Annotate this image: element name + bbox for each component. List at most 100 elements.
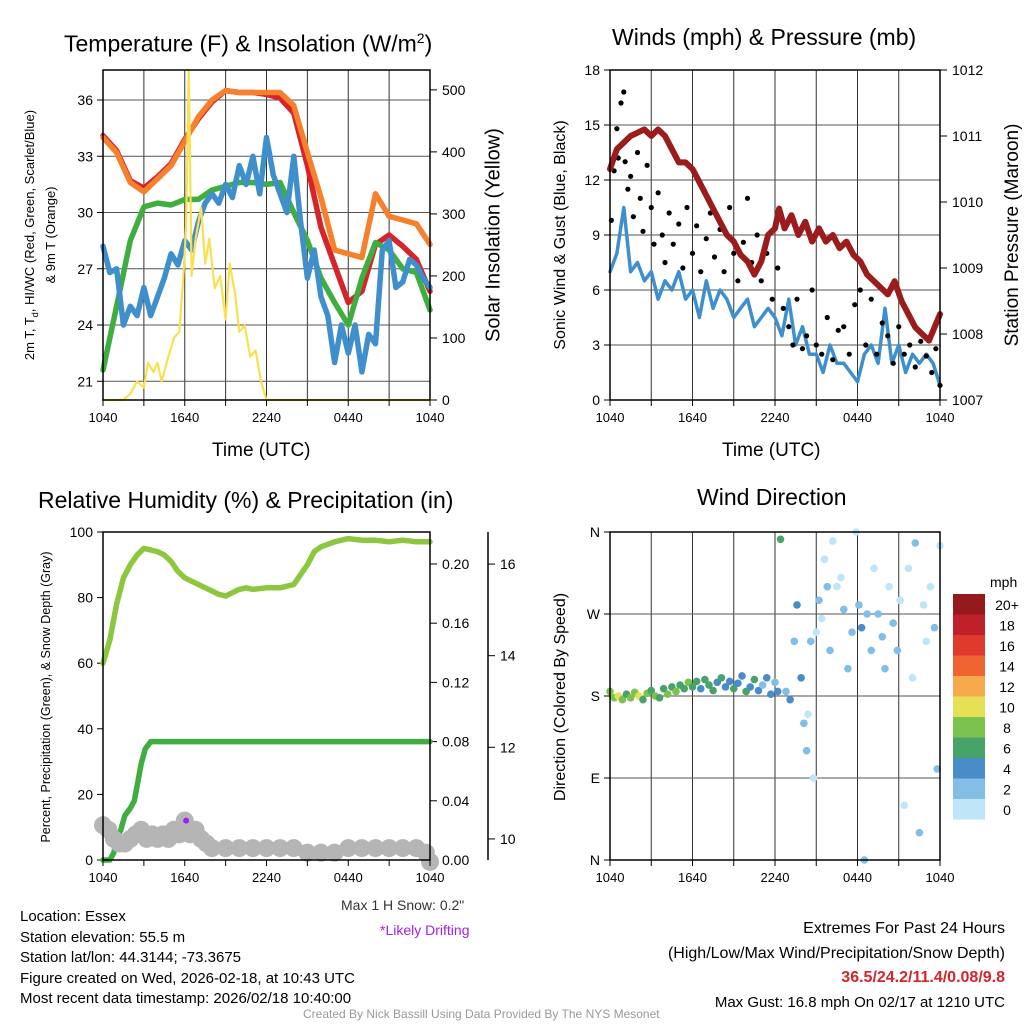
direction-point xyxy=(655,694,664,702)
direction-x-tick-label: 1040 xyxy=(596,870,625,885)
humidity-marker-snow xyxy=(339,839,358,858)
temperature-y2-tick-label: 0 xyxy=(442,392,450,408)
temperature-y2-tick-label: 400 xyxy=(442,144,466,160)
winds-marker-gust xyxy=(634,149,641,156)
humidity-y2-tick-label: 0.00 xyxy=(442,852,469,868)
direction-point xyxy=(771,678,779,687)
direction-y-tick-label: N xyxy=(590,852,600,868)
winds-y-tick-label: 3 xyxy=(592,337,600,353)
temperature-x-tick-label: 1040 xyxy=(416,410,445,425)
temperature-y-tick-label: 21 xyxy=(77,373,93,389)
humidity-y-tick-label: 100 xyxy=(70,524,94,540)
direction-point xyxy=(786,695,794,704)
winds-marker-gust xyxy=(929,369,935,376)
winds-y-tick-label: 18 xyxy=(584,62,600,78)
direction-point xyxy=(688,683,697,691)
direction-point xyxy=(692,677,701,686)
winds-y-tick-label: 12 xyxy=(584,172,600,188)
temperature-series-windchill xyxy=(100,134,433,375)
winds-ylabel-right: Station Pressure (Maroon) xyxy=(1002,123,1023,347)
legend-swatch xyxy=(953,799,985,820)
direction-point xyxy=(833,582,841,591)
legend-label: 2 xyxy=(1003,782,1011,798)
direction-point xyxy=(663,690,672,698)
humidity-marker-drift xyxy=(183,817,190,824)
direction-x-tick-label: 1640 xyxy=(678,870,707,885)
winds-marker-gust xyxy=(830,357,836,363)
direction-y-tick-label: S xyxy=(591,688,600,704)
humidity-y-tick-label: 60 xyxy=(77,655,93,671)
legend-label: 16 xyxy=(999,638,1015,654)
direction-point xyxy=(857,623,866,632)
temperature-title: Temperature (F) & Insolation (W/m2) xyxy=(64,30,433,57)
direction-ylabel-left: Direction (Colored By Speed) xyxy=(552,592,569,802)
winds-marker-gust xyxy=(727,204,733,211)
winds-marker-gust xyxy=(651,241,657,247)
winds-marker-gust xyxy=(648,204,654,211)
credit: Created By Nick Bassill Using Data Provi… xyxy=(303,1007,660,1021)
direction-point xyxy=(874,610,882,618)
winds-marker-gust xyxy=(614,126,620,132)
winds-marker-gust xyxy=(721,269,727,275)
direction-point xyxy=(893,646,902,655)
winds-marker-gust xyxy=(740,239,746,245)
humidity-x-tick-label: 2240 xyxy=(252,870,281,885)
winds-x-tick-label: 1040 xyxy=(926,410,955,425)
humidity-y2-tick-label: 0.20 xyxy=(442,556,469,572)
temperature-y2-tick-label: 300 xyxy=(442,206,466,222)
temperature-ylabel-right: Solar Insolation (Yellow) xyxy=(482,128,505,342)
winds-marker-gust xyxy=(662,259,668,266)
direction-point xyxy=(802,746,811,755)
humidity-marker-snow xyxy=(230,839,249,858)
direction-point xyxy=(696,684,705,693)
direction-point xyxy=(911,539,920,547)
direction-point xyxy=(867,646,876,655)
direction-point xyxy=(904,564,913,573)
winds-marker-gust xyxy=(659,232,665,238)
temperature-y-tick-label: 36 xyxy=(77,92,93,108)
humidity-x-tick-label: 1640 xyxy=(170,870,199,885)
humidity-y-tick-label: 20 xyxy=(77,786,93,802)
winds-x-tick-label: 1040 xyxy=(596,410,625,425)
direction-point xyxy=(933,765,942,773)
direction-point xyxy=(889,619,898,627)
direction-point xyxy=(659,684,668,693)
legend-swatch xyxy=(953,696,985,717)
direction-point xyxy=(793,601,801,609)
direction-point xyxy=(806,637,815,646)
direction-point xyxy=(839,605,848,614)
direction-point xyxy=(815,596,823,605)
winds-marker-gust xyxy=(868,296,874,302)
legend-label: 10 xyxy=(999,700,1015,716)
direction-point xyxy=(922,637,931,646)
winds-marker-gust xyxy=(754,232,760,238)
winds-y2-tick-label: 1008 xyxy=(952,326,983,342)
humidity-snow-y2-tick-label: 12 xyxy=(500,739,516,755)
temperature-series-dewpoint xyxy=(100,179,433,373)
winds-marker-gust xyxy=(918,338,924,344)
winds-marker-gust xyxy=(703,236,709,242)
legend-swatch xyxy=(953,676,985,697)
winds-marker-gust xyxy=(896,324,902,330)
winds-marker-gust xyxy=(735,278,741,284)
humidity-ylabel-left: Percent, Precipitation (Green), & Snow D… xyxy=(39,551,53,843)
direction-point xyxy=(804,710,812,719)
winds-y2-tick-label: 1012 xyxy=(952,62,983,78)
direction-title: Wind Direction xyxy=(697,484,847,510)
direction-point xyxy=(721,683,730,691)
legend-label: 14 xyxy=(999,659,1015,675)
direction-point xyxy=(797,673,805,682)
winds-y-tick-label: 15 xyxy=(584,117,600,133)
winds-marker-gust xyxy=(694,223,700,229)
winds-marker-gust xyxy=(628,173,634,179)
winds-marker-gust xyxy=(644,162,650,168)
direction-point xyxy=(800,719,808,728)
direction-point xyxy=(878,632,887,641)
direction-point xyxy=(885,582,893,591)
legend-label: 12 xyxy=(999,679,1015,695)
winds-marker-gust xyxy=(676,221,682,227)
winds-marker-gust xyxy=(698,269,704,275)
figure-created: Figure created on Wed, 2026-02-18, at 10… xyxy=(20,969,355,987)
winds-marker-gust xyxy=(744,195,751,201)
